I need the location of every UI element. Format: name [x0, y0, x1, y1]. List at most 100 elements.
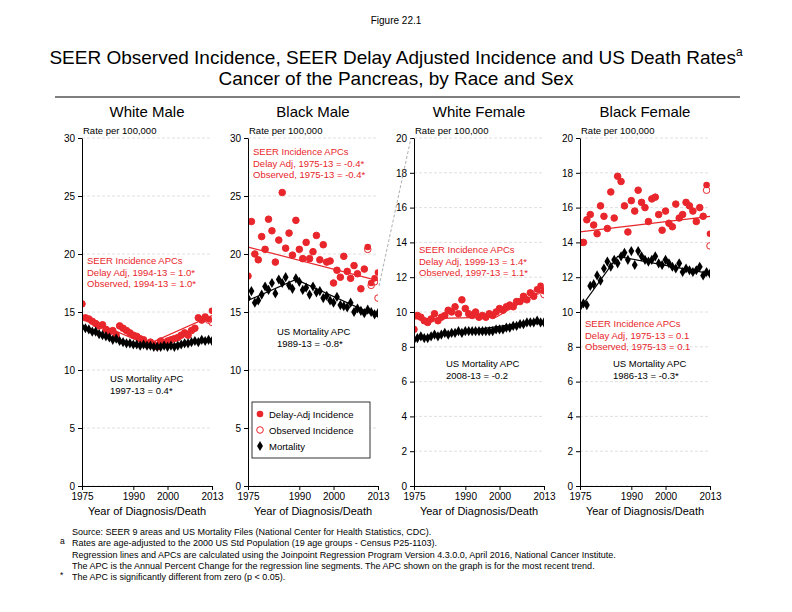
- data-point: [655, 211, 662, 218]
- data-point: [303, 239, 310, 246]
- data-point: [317, 286, 323, 296]
- data-point: [621, 203, 628, 210]
- y-tick-mark: [576, 173, 580, 174]
- trend-line: [248, 280, 378, 317]
- data-point: [248, 286, 254, 296]
- x-tick: 1975: [71, 486, 94, 502]
- data-point: [669, 223, 676, 230]
- data-point: [631, 208, 638, 215]
- panel-title: Black Female: [600, 103, 691, 120]
- data-point: [310, 248, 317, 255]
- data-point: [530, 293, 537, 300]
- data-point: [205, 316, 212, 323]
- data-point: [296, 246, 303, 253]
- annotation: Delay Adj, 1999-13 = 1.4*: [419, 256, 527, 267]
- grid-line: [414, 242, 544, 243]
- data-point: [272, 259, 279, 266]
- data-point: [375, 269, 378, 276]
- data-point: [303, 283, 309, 293]
- y-tick-label: 18: [396, 168, 408, 179]
- data-point: [334, 292, 340, 302]
- y-tick-mark: [576, 416, 580, 417]
- grid-line: [414, 416, 544, 417]
- grid-line: [580, 451, 710, 452]
- data-point: [347, 275, 354, 282]
- data-point: [455, 310, 462, 317]
- data-point: [286, 230, 293, 237]
- y-tick-label: 4: [401, 411, 407, 422]
- data-point: [262, 246, 269, 253]
- y-tick-mark: [78, 254, 82, 255]
- y-tick-mark: [78, 428, 82, 429]
- grid-line: [248, 138, 378, 139]
- y-tick-label: 15: [230, 307, 242, 318]
- data-point: [672, 201, 679, 208]
- data-point: [262, 246, 269, 253]
- annotation: 1986-13 = -0.3*: [613, 370, 679, 381]
- y-tick-mark: [576, 451, 580, 452]
- y-tick-label: 10: [230, 365, 242, 376]
- data-point: [587, 211, 594, 218]
- data-point: [530, 293, 537, 300]
- data-point: [258, 233, 265, 240]
- data-point: [340, 253, 347, 260]
- y-tick-label: 5: [235, 423, 241, 434]
- x-tick-mark: [580, 486, 581, 490]
- y-tick: 15: [64, 307, 82, 318]
- data-point: [459, 297, 466, 304]
- x-tick-mark: [299, 486, 300, 490]
- data-point: [296, 277, 302, 287]
- data-point: [310, 248, 317, 255]
- grid-line: [82, 196, 212, 197]
- data-point: [607, 189, 614, 196]
- y-tick-label: 15: [64, 307, 76, 318]
- grid-line: [248, 486, 378, 487]
- x-tick-mark: [334, 486, 335, 490]
- data-point: [192, 325, 199, 332]
- data-point: [334, 267, 341, 274]
- y-tick: 18: [562, 168, 580, 179]
- data-point: [707, 243, 710, 250]
- plot-area: [414, 283, 544, 345]
- y-tick: 10: [562, 307, 580, 318]
- x-axis: 1975199020002013: [403, 486, 556, 502]
- data-point: [290, 284, 296, 294]
- annotation: SEER Incidence APCs: [585, 318, 681, 329]
- series-points: [248, 272, 378, 319]
- data-point: [248, 218, 255, 225]
- y-tick-mark: [576, 208, 580, 209]
- annotation: US Mortality APC: [446, 358, 520, 369]
- y-tick-label: 25: [230, 191, 242, 202]
- data-point: [700, 213, 707, 220]
- data-point: [594, 230, 601, 237]
- annotation: Delay Adj, 1975-13 = 0.1: [585, 330, 689, 341]
- y-axis: 02468101214161820: [396, 133, 415, 492]
- y-tick-label: 14: [396, 237, 408, 248]
- y-tick-mark: [410, 486, 414, 487]
- data-point: [209, 336, 212, 346]
- data-point: [635, 187, 642, 194]
- data-point: [299, 255, 306, 262]
- legend-marker: [257, 427, 264, 434]
- y-tick-label: 6: [567, 376, 573, 387]
- annotation: Delay Adj, 1994-13 = 1.0*: [87, 267, 195, 278]
- grid-line: [414, 381, 544, 382]
- y-tick-label: 20: [396, 133, 408, 144]
- data-point: [252, 251, 259, 258]
- y-tick-label: 8: [567, 342, 573, 353]
- y-tick: 0: [69, 481, 82, 492]
- y-tick-label: 12: [396, 272, 408, 283]
- y-tick-mark: [78, 370, 82, 371]
- data-point: [679, 211, 686, 218]
- data-point: [252, 251, 259, 258]
- y-tick-mark: [576, 138, 580, 139]
- series-points: [580, 173, 710, 249]
- y-tick-label: 10: [64, 365, 76, 376]
- y-tick: 2: [567, 446, 580, 457]
- y-tick-mark: [78, 312, 82, 313]
- y-tick-label: 12: [562, 272, 574, 283]
- y-tick: 0: [235, 481, 248, 492]
- data-point: [289, 252, 296, 259]
- grid-line: [82, 138, 212, 139]
- data-point: [604, 225, 611, 232]
